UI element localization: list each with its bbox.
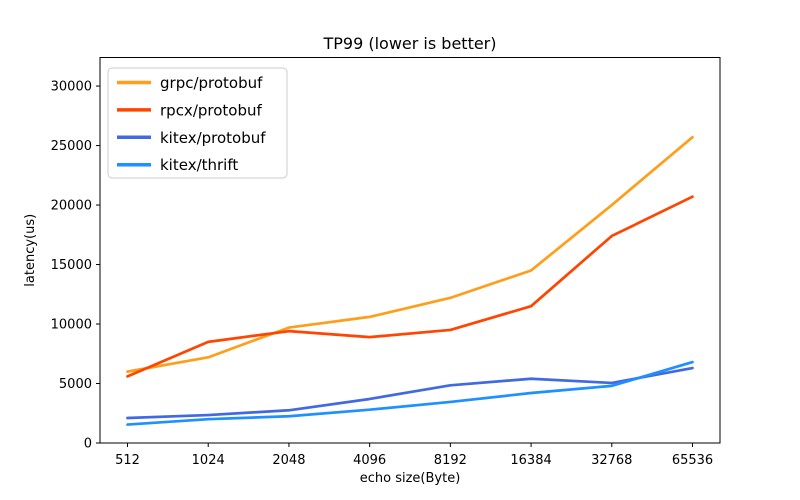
legend-box <box>107 67 288 179</box>
legend-label: rpcx/protobuf <box>160 101 262 119</box>
series-line-rpcx-protobuf <box>126 195 694 378</box>
x-tick-label: 512 <box>115 453 140 468</box>
x-tick-label: 4096 <box>353 453 386 468</box>
x-tick-label: 16384 <box>510 453 551 468</box>
legend-item: kitex/thrift <box>117 156 238 174</box>
x-tick-label: 8192 <box>434 453 467 468</box>
y-axis-label: latency(us) <box>23 214 38 287</box>
x-tick-label: 32768 <box>591 453 632 468</box>
legend-label: grpc/protobuf <box>160 74 263 92</box>
legend-label: kitex/protobuf <box>160 129 266 147</box>
y-tick-label: 30000 <box>51 80 92 95</box>
x-tick-label: 65536 <box>672 453 713 468</box>
series-line-grpc-protobuf <box>126 135 694 373</box>
legend-item: rpcx/protobuf <box>117 101 262 119</box>
y-tick-label: 0 <box>84 437 92 452</box>
legend-item: kitex/protobuf <box>117 129 266 147</box>
x-tick-label: 2048 <box>272 453 305 468</box>
y-tick-label: 20000 <box>51 199 92 214</box>
series-line-kitex-protobuf <box>126 366 694 420</box>
x-axis-label: echo size(Byte) <box>360 471 461 486</box>
legend-label: kitex/thrift <box>160 156 238 174</box>
plot-spines <box>99 57 721 444</box>
y-tick-label: 10000 <box>51 318 92 333</box>
y-tick-label: 15000 <box>51 258 92 273</box>
legend: grpc/protobuf rpcx/protobuf kitex/protobuf… <box>107 67 288 179</box>
legend-item: grpc/protobuf <box>117 74 263 92</box>
x-tick-label: 1024 <box>192 453 225 468</box>
chart-title: TP99 (lower is better) <box>322 34 496 53</box>
series-line-kitex-thrift <box>126 360 694 426</box>
y-tick-label: 5000 <box>59 377 92 392</box>
y-tick-label: 25000 <box>51 139 92 154</box>
